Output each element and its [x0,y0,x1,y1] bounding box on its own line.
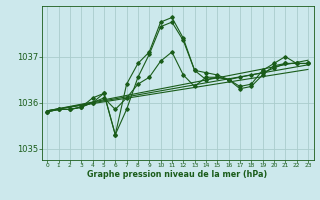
X-axis label: Graphe pression niveau de la mer (hPa): Graphe pression niveau de la mer (hPa) [87,170,268,179]
